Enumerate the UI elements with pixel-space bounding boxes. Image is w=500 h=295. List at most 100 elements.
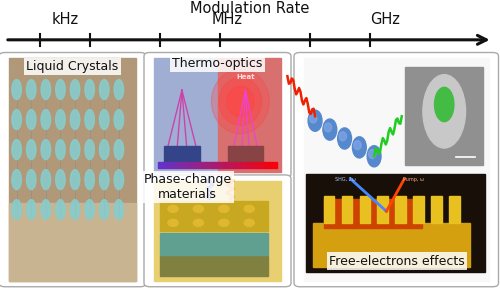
Ellipse shape [100, 200, 109, 220]
FancyBboxPatch shape [144, 175, 291, 287]
Text: MHz: MHz [212, 12, 243, 27]
Ellipse shape [56, 80, 65, 99]
Ellipse shape [26, 109, 36, 130]
FancyBboxPatch shape [0, 53, 146, 287]
Ellipse shape [41, 80, 50, 99]
Ellipse shape [85, 109, 94, 130]
Bar [154, 181, 281, 281]
Text: Free-electrons effects: Free-electrons effects [328, 255, 464, 268]
Ellipse shape [338, 128, 351, 149]
Bar [260, 162, 266, 168]
Ellipse shape [219, 78, 262, 125]
Ellipse shape [41, 140, 50, 160]
Bar [206, 162, 212, 168]
Ellipse shape [12, 80, 22, 99]
Bar [248, 162, 254, 168]
Text: Liquid Crystals: Liquid Crystals [26, 60, 118, 73]
Ellipse shape [114, 109, 124, 130]
Bar [236, 162, 242, 168]
Bar [160, 233, 268, 255]
Bar [194, 162, 200, 168]
Ellipse shape [219, 205, 229, 212]
Text: Pump, ω: Pump, ω [402, 177, 423, 182]
Bar [188, 162, 194, 168]
Ellipse shape [100, 80, 109, 99]
Ellipse shape [352, 137, 366, 158]
Bar [396, 196, 406, 223]
Bar [242, 162, 248, 168]
Bar [254, 162, 260, 168]
Bar [200, 162, 205, 168]
Ellipse shape [26, 140, 36, 160]
Ellipse shape [41, 109, 50, 130]
Bar [406, 67, 483, 165]
Ellipse shape [434, 87, 454, 122]
Ellipse shape [26, 170, 36, 190]
Ellipse shape [12, 200, 22, 220]
Ellipse shape [212, 69, 270, 134]
Ellipse shape [324, 123, 332, 132]
Bar [360, 196, 370, 223]
Bar [306, 174, 485, 272]
Bar [164, 146, 200, 163]
Ellipse shape [70, 140, 80, 160]
Ellipse shape [100, 109, 109, 130]
Ellipse shape [70, 170, 80, 190]
Ellipse shape [323, 119, 336, 140]
Bar [378, 196, 388, 223]
Bar [170, 162, 175, 168]
Bar [164, 162, 170, 168]
Bar [313, 223, 470, 267]
FancyBboxPatch shape [144, 53, 291, 178]
Ellipse shape [56, 140, 65, 160]
Ellipse shape [41, 200, 50, 220]
Bar [271, 162, 277, 168]
Ellipse shape [100, 140, 109, 160]
Bar [154, 58, 218, 172]
Bar [230, 162, 235, 168]
Bar [413, 196, 424, 223]
Bar [218, 162, 224, 168]
Ellipse shape [12, 170, 22, 190]
Bar [342, 196, 352, 223]
Bar [160, 256, 268, 276]
Ellipse shape [70, 80, 80, 99]
FancyBboxPatch shape [294, 53, 498, 287]
Ellipse shape [56, 170, 65, 190]
Ellipse shape [114, 170, 124, 190]
Bar [304, 58, 488, 281]
Bar [176, 162, 182, 168]
Ellipse shape [423, 75, 466, 148]
Ellipse shape [308, 110, 322, 131]
Bar [9, 203, 136, 281]
Ellipse shape [56, 109, 65, 130]
Bar [182, 162, 188, 168]
Text: kHz: kHz [52, 12, 78, 27]
Ellipse shape [368, 150, 376, 158]
Ellipse shape [26, 200, 36, 220]
Ellipse shape [114, 200, 124, 220]
Bar [218, 58, 281, 172]
Text: Phase-change
materials: Phase-change materials [144, 173, 232, 201]
Text: Thermo-optics: Thermo-optics [172, 57, 262, 70]
Bar [449, 196, 460, 223]
Ellipse shape [85, 140, 94, 160]
Ellipse shape [367, 146, 381, 167]
Ellipse shape [244, 219, 254, 226]
Ellipse shape [26, 80, 36, 99]
Ellipse shape [114, 140, 124, 160]
Ellipse shape [100, 170, 109, 190]
Ellipse shape [310, 114, 317, 123]
Bar [160, 201, 268, 231]
Text: SHG, 2ω: SHG, 2ω [335, 177, 355, 182]
Ellipse shape [70, 200, 80, 220]
Ellipse shape [12, 140, 22, 160]
Text: Heat: Heat [236, 73, 255, 80]
Ellipse shape [41, 170, 50, 190]
Ellipse shape [85, 170, 94, 190]
Ellipse shape [56, 200, 65, 220]
Ellipse shape [114, 80, 124, 99]
Bar [431, 196, 442, 223]
Bar [324, 199, 422, 228]
Bar [324, 196, 334, 223]
